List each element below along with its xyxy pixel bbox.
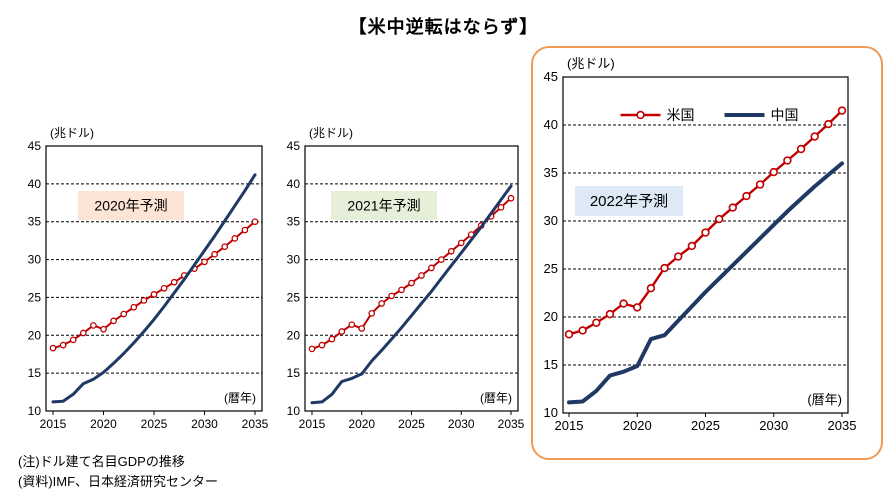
x-tick-labels: 2015 2020 2025 2030 2035: [555, 413, 857, 433]
unit-label: (兆ドル): [309, 126, 353, 140]
svg-text:10: 10: [287, 404, 301, 418]
plot-frame: [562, 76, 849, 414]
svg-text:2020年予測: 2020年予測: [94, 198, 167, 214]
plot-frame: [45, 145, 263, 412]
svg-text:2020: 2020: [90, 417, 117, 431]
forecast-label: 2021年予測: [331, 191, 437, 220]
legend-us-label: 米国: [667, 107, 695, 123]
svg-text:2035: 2035: [498, 417, 525, 431]
svg-text:2025: 2025: [141, 417, 168, 431]
svg-text:20: 20: [544, 309, 558, 324]
calendar-year-label: (暦年): [807, 392, 842, 407]
legend: 米国 中国: [620, 107, 799, 123]
calendar-year-label: (暦年): [480, 391, 512, 405]
y-tick-labels: 10 15 20 25 30 35 40 45: [28, 139, 42, 418]
figure-title: 【米中逆転はならず】: [348, 17, 539, 37]
us-series: [564, 106, 847, 339]
note-source-line: (注)ドル建て名目GDPの推移: [18, 454, 185, 469]
svg-text:15: 15: [287, 366, 301, 380]
footnotes: (注)ドル建て名目GDPの推移 (資料)IMF、日本経済研究センター: [18, 452, 218, 492]
svg-text:10: 10: [28, 404, 42, 418]
svg-text:40: 40: [287, 177, 301, 191]
svg-text:40: 40: [28, 177, 42, 191]
gridlines: [305, 183, 518, 374]
svg-text:30: 30: [544, 213, 558, 228]
svg-text:15: 15: [28, 366, 42, 380]
note-source-line: (資料)IMF、日本経済研究センター: [18, 474, 219, 489]
svg-text:2025: 2025: [398, 417, 425, 431]
svg-text:2030: 2030: [759, 418, 788, 433]
svg-text:2035: 2035: [828, 418, 857, 433]
svg-text:40: 40: [544, 117, 558, 132]
svg-text:45: 45: [287, 139, 301, 153]
svg-text:30: 30: [287, 253, 301, 267]
svg-text:35: 35: [287, 215, 301, 229]
svg-text:2030: 2030: [191, 417, 218, 431]
chart-2022-forecast: 10 15 20 25 30 35 40 45 2015 2020 2025 2030 2035 (兆ドル…: [537, 50, 882, 455]
svg-text:45: 45: [544, 69, 558, 84]
svg-text:10: 10: [544, 405, 558, 420]
svg-text:35: 35: [544, 165, 558, 180]
chart-2021-forecast: 10 15 20 25 30 35 40 45 2015 2020 2025 2030 2035 (兆ドル…: [275, 118, 525, 453]
svg-text:2020: 2020: [348, 417, 375, 431]
svg-text:2015: 2015: [555, 418, 584, 433]
y-tick-labels: 10 15 20 25 30 35 40 45: [544, 69, 558, 420]
svg-text:2015: 2015: [40, 417, 67, 431]
svg-text:20: 20: [287, 328, 301, 342]
unit-label: (兆ドル): [567, 56, 615, 71]
china-series: [567, 161, 844, 405]
forecast-label: 2022年予測: [575, 186, 683, 216]
svg-text:30: 30: [28, 253, 42, 267]
us-series: [308, 194, 515, 353]
plot-frame: [304, 145, 519, 412]
svg-text:35: 35: [28, 215, 42, 229]
x-tick-labels: 2015 2020 2025 2030 2035: [299, 411, 525, 431]
china-series: [51, 173, 257, 404]
highlight-frame-2022: [531, 46, 883, 460]
unit-label: (兆ドル): [50, 126, 94, 140]
forecast-label: 2020年予測: [78, 191, 184, 220]
svg-text:2021年予測: 2021年予測: [347, 198, 420, 214]
legend-china-label: 中国: [771, 107, 799, 123]
svg-text:25: 25: [544, 261, 558, 276]
gridlines: [563, 124, 848, 366]
svg-text:15: 15: [544, 357, 558, 372]
china-series: [310, 184, 513, 405]
svg-text:25: 25: [28, 290, 42, 304]
svg-text:2022年予測: 2022年予測: [590, 193, 668, 210]
y-tick-labels: 10 15 20 25 30 35 40 45: [287, 139, 301, 418]
svg-text:45: 45: [28, 139, 42, 153]
calendar-year-label: (暦年): [224, 391, 256, 405]
svg-text:2015: 2015: [299, 417, 326, 431]
chart-2020-forecast: 10 15 20 25 30 35 40 45 2015 2020 2025 2030 2035 (兆ドル…: [15, 118, 271, 453]
x-tick-labels: 2015 2020 2025 2030 2035: [40, 411, 269, 431]
svg-text:2030: 2030: [448, 417, 475, 431]
svg-text:20: 20: [28, 328, 42, 342]
svg-text:2025: 2025: [691, 418, 720, 433]
us-series: [49, 218, 259, 352]
svg-text:25: 25: [287, 290, 301, 304]
svg-text:2020: 2020: [623, 418, 652, 433]
svg-text:2035: 2035: [242, 417, 269, 431]
